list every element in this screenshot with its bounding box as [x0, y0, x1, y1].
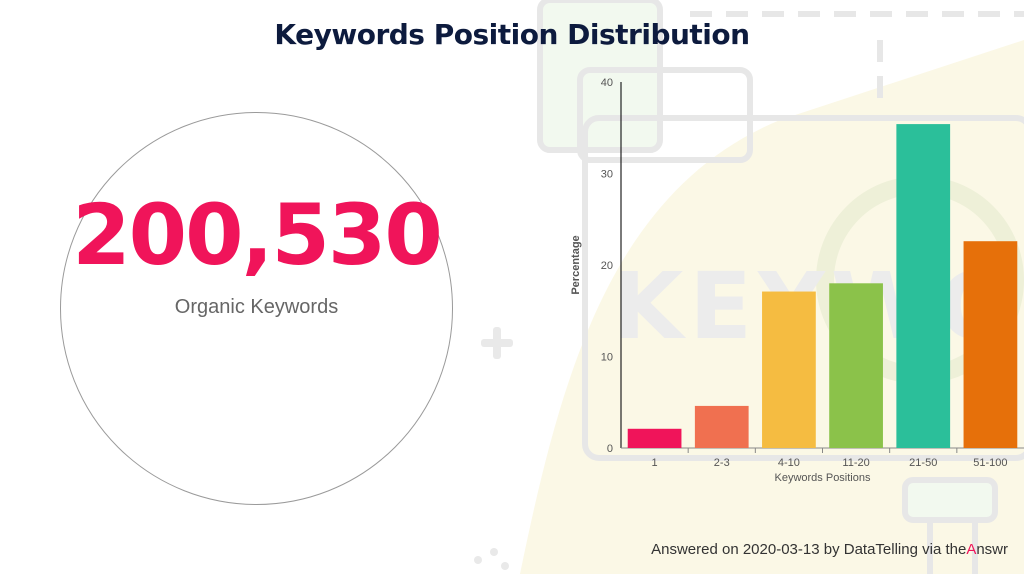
bar: [963, 241, 1018, 448]
x-tick-label: 21-50: [909, 457, 937, 469]
background-watermark: KEYWORDS: [612, 253, 1024, 360]
x-tick-label: 1: [652, 457, 658, 469]
y-tick-label: 30: [601, 169, 613, 181]
bar: [896, 124, 951, 448]
y-tick-label: 20: [601, 260, 613, 272]
y-tick-label: 0: [607, 443, 613, 455]
x-tick-label: 51-100: [973, 457, 1007, 469]
bar-chart: 0 10 20 30 40 1 2-3 4-10 11-20 21-50 51-100 Keyword…: [570, 77, 1024, 484]
x-tick-label: 11-20: [842, 457, 869, 469]
footer-brand-accent: A: [966, 541, 977, 558]
footer-brand-rest: nswr: [976, 541, 1008, 558]
kpi-circle: [60, 112, 453, 505]
kpi-label: Organic Keywords: [174, 296, 339, 318]
kpi-value: 200,530: [72, 186, 443, 284]
bar: [762, 291, 816, 448]
y-axis-label: Percentage: [570, 235, 582, 294]
bar: [627, 428, 682, 448]
bar: [694, 405, 749, 448]
x-tick-label: 4-10: [778, 457, 800, 469]
x-tick-label: 2-3: [714, 457, 730, 469]
page-title: Keywords Position Distribution: [274, 18, 750, 51]
footer-attribution: Answered on 2020-03-13 by DataTelling vi…: [651, 541, 1008, 558]
x-axis-label: Keywords Positions: [775, 472, 871, 484]
y-tick-label: 10: [601, 352, 613, 364]
bar: [829, 283, 883, 448]
y-tick-label: 40: [601, 77, 613, 89]
footer-text: Answered on 2020-03-13 by DataTelling vi…: [651, 541, 967, 558]
